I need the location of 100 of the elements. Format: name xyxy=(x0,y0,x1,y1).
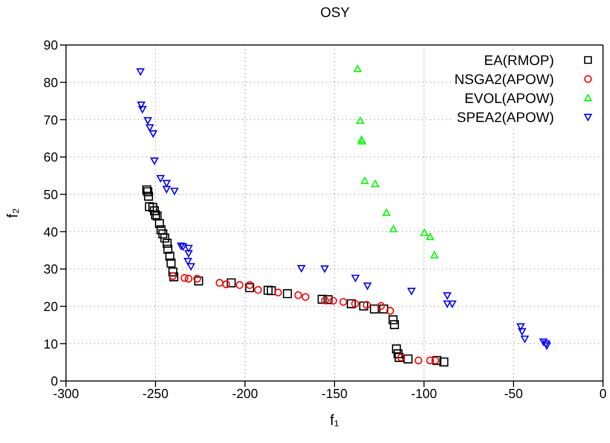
point xyxy=(282,289,292,298)
point xyxy=(274,288,282,296)
point xyxy=(156,175,164,182)
point xyxy=(430,251,438,258)
point xyxy=(149,130,158,138)
y-tick-label: 90 xyxy=(44,38,58,53)
point xyxy=(439,357,448,366)
point xyxy=(518,328,526,336)
point xyxy=(379,304,388,314)
x-tick-label: -250 xyxy=(142,386,169,402)
point xyxy=(321,296,329,304)
point xyxy=(152,211,162,220)
point xyxy=(254,286,262,294)
y-tick-label: 30 xyxy=(44,262,58,277)
point xyxy=(392,344,401,354)
point xyxy=(180,274,188,282)
point xyxy=(542,340,550,348)
point xyxy=(352,274,360,282)
point xyxy=(137,101,146,109)
y-tick-label: 70 xyxy=(44,112,58,128)
point xyxy=(324,295,333,304)
x-tick-label: -50 xyxy=(504,386,523,402)
point xyxy=(404,354,413,364)
point xyxy=(339,298,348,306)
point xyxy=(516,323,525,330)
point xyxy=(542,342,551,350)
point xyxy=(346,299,356,308)
point xyxy=(246,281,254,289)
point xyxy=(382,208,390,216)
point xyxy=(245,283,254,292)
point xyxy=(184,244,193,252)
x-tick-label: -200 xyxy=(232,386,258,402)
point xyxy=(364,282,372,290)
point xyxy=(226,278,236,288)
x-axis-title: f₁ xyxy=(330,412,340,429)
y-tick-label: 40 xyxy=(44,224,58,240)
point xyxy=(388,315,398,324)
point xyxy=(156,225,166,234)
point xyxy=(370,304,379,314)
point xyxy=(150,206,159,216)
point xyxy=(426,356,434,364)
point xyxy=(151,210,160,220)
point xyxy=(194,276,204,286)
point xyxy=(362,300,371,309)
point xyxy=(184,250,193,258)
point xyxy=(426,232,434,240)
point xyxy=(144,202,154,212)
point xyxy=(177,242,185,250)
point xyxy=(138,106,146,114)
point xyxy=(193,274,202,283)
point xyxy=(448,300,456,308)
legend-label: SPEA2(APOW) xyxy=(456,108,554,124)
point xyxy=(148,202,158,212)
y-tick-label: 50 xyxy=(44,186,58,202)
point xyxy=(150,157,158,165)
chart-title: OSY xyxy=(319,4,351,20)
point xyxy=(397,354,405,362)
point xyxy=(144,117,152,124)
x-tick-label: -300 xyxy=(52,386,80,402)
point xyxy=(236,281,244,289)
point xyxy=(520,336,529,343)
x-tick-label: -100 xyxy=(410,386,438,402)
point xyxy=(443,292,452,300)
point xyxy=(420,228,428,236)
point xyxy=(386,306,394,315)
point xyxy=(394,349,403,358)
point xyxy=(162,238,172,248)
point xyxy=(170,188,178,195)
point xyxy=(389,225,398,232)
point xyxy=(356,116,364,124)
point xyxy=(187,263,195,270)
point xyxy=(166,258,176,268)
point xyxy=(144,192,154,201)
point xyxy=(351,300,359,308)
point xyxy=(377,302,385,310)
point xyxy=(359,301,368,310)
legend-label: EVOL(APOW) xyxy=(464,90,554,106)
y-tick-label: 10 xyxy=(44,336,58,352)
point xyxy=(266,286,276,296)
point xyxy=(216,278,224,287)
point xyxy=(294,291,302,300)
y-tick-label: 60 xyxy=(44,150,58,165)
point xyxy=(154,218,164,228)
point xyxy=(165,252,174,261)
point xyxy=(136,68,144,76)
point xyxy=(360,176,369,184)
y-axis-title: f₂ xyxy=(4,208,22,218)
point xyxy=(162,180,170,188)
point xyxy=(146,124,154,132)
y-tick-label: 20 xyxy=(44,298,58,314)
point xyxy=(408,288,416,295)
point xyxy=(539,338,548,346)
x-tick-label: 0 xyxy=(599,386,607,402)
point xyxy=(162,186,170,194)
point xyxy=(143,187,152,196)
point xyxy=(297,265,306,272)
point xyxy=(184,274,193,283)
point xyxy=(414,356,422,364)
point xyxy=(163,244,172,254)
point xyxy=(160,234,170,243)
